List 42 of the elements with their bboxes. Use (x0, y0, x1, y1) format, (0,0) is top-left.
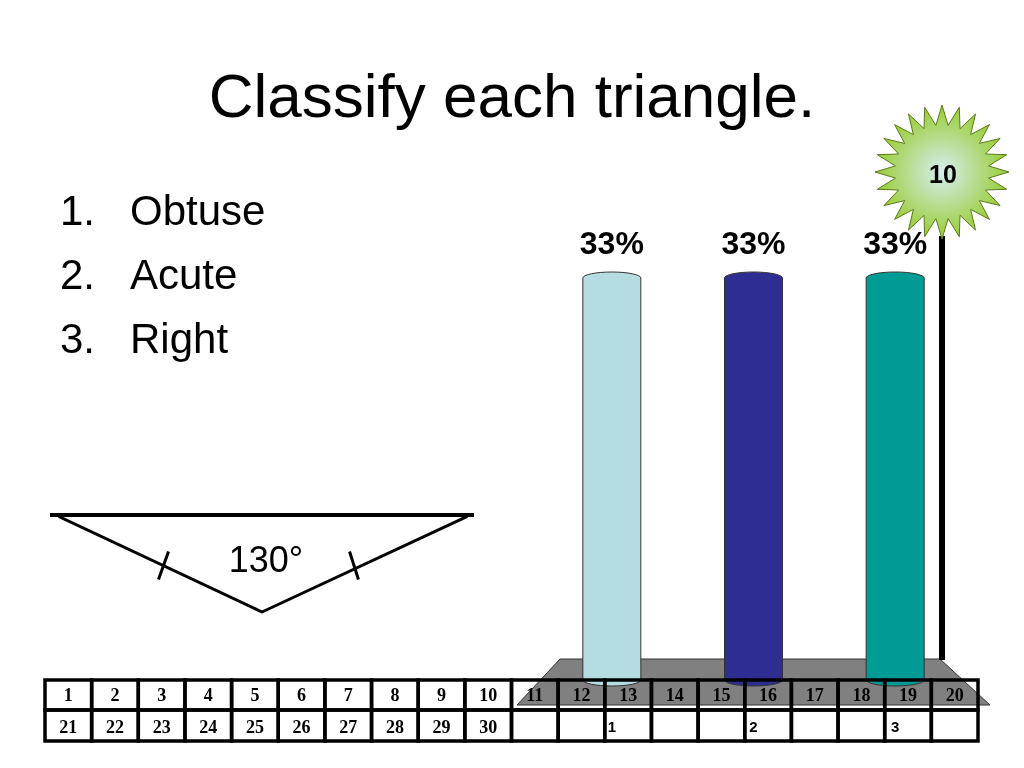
text: 3 (157, 685, 167, 705)
x-tick-label: 1 (607, 718, 617, 735)
text: 25 (245, 717, 264, 737)
text: 130° (228, 539, 304, 580)
data-label: 33% (863, 225, 928, 261)
text: 8 (390, 685, 400, 705)
text: 1 (63, 685, 73, 705)
text: 27 (339, 717, 358, 737)
annotation: 12 (572, 685, 591, 705)
text: 5 (250, 685, 260, 705)
text: 24 (199, 717, 218, 737)
data-label: 33% (579, 225, 644, 261)
annotation: 19 (899, 685, 918, 705)
text: 1. Obtuse (60, 187, 266, 234)
text: 26 (292, 717, 311, 737)
annotation: 17 (805, 685, 824, 705)
data-label: 33% (721, 225, 786, 261)
x-tick-label: 3 (890, 718, 900, 735)
x-tick-label: 2 (749, 718, 758, 735)
annotation: 14 (665, 685, 684, 705)
text: 10 (929, 160, 957, 188)
annotation: 11 (526, 685, 544, 705)
text: 9 (437, 685, 447, 705)
annotation: 15 (712, 685, 731, 705)
text: 7 (343, 685, 353, 705)
text: 3. Right (60, 315, 229, 362)
text: 4 (203, 685, 213, 705)
text: 2 (110, 685, 120, 705)
text: 29 (432, 717, 451, 737)
annotation: 16 (759, 685, 778, 705)
annotation: 20 (945, 685, 964, 705)
chart-title: Classify each triangle. (208, 61, 816, 130)
annotation: 13 (619, 685, 638, 705)
text: 21 (59, 717, 78, 737)
annotation: 18 (852, 685, 871, 705)
text: 30 (479, 717, 498, 737)
text: 2. Acute (60, 251, 238, 298)
text: 10 (479, 685, 498, 705)
text: 28 (385, 717, 404, 737)
text: 22 (105, 717, 124, 737)
text: 6 (297, 685, 307, 705)
text: 23 (152, 717, 171, 737)
